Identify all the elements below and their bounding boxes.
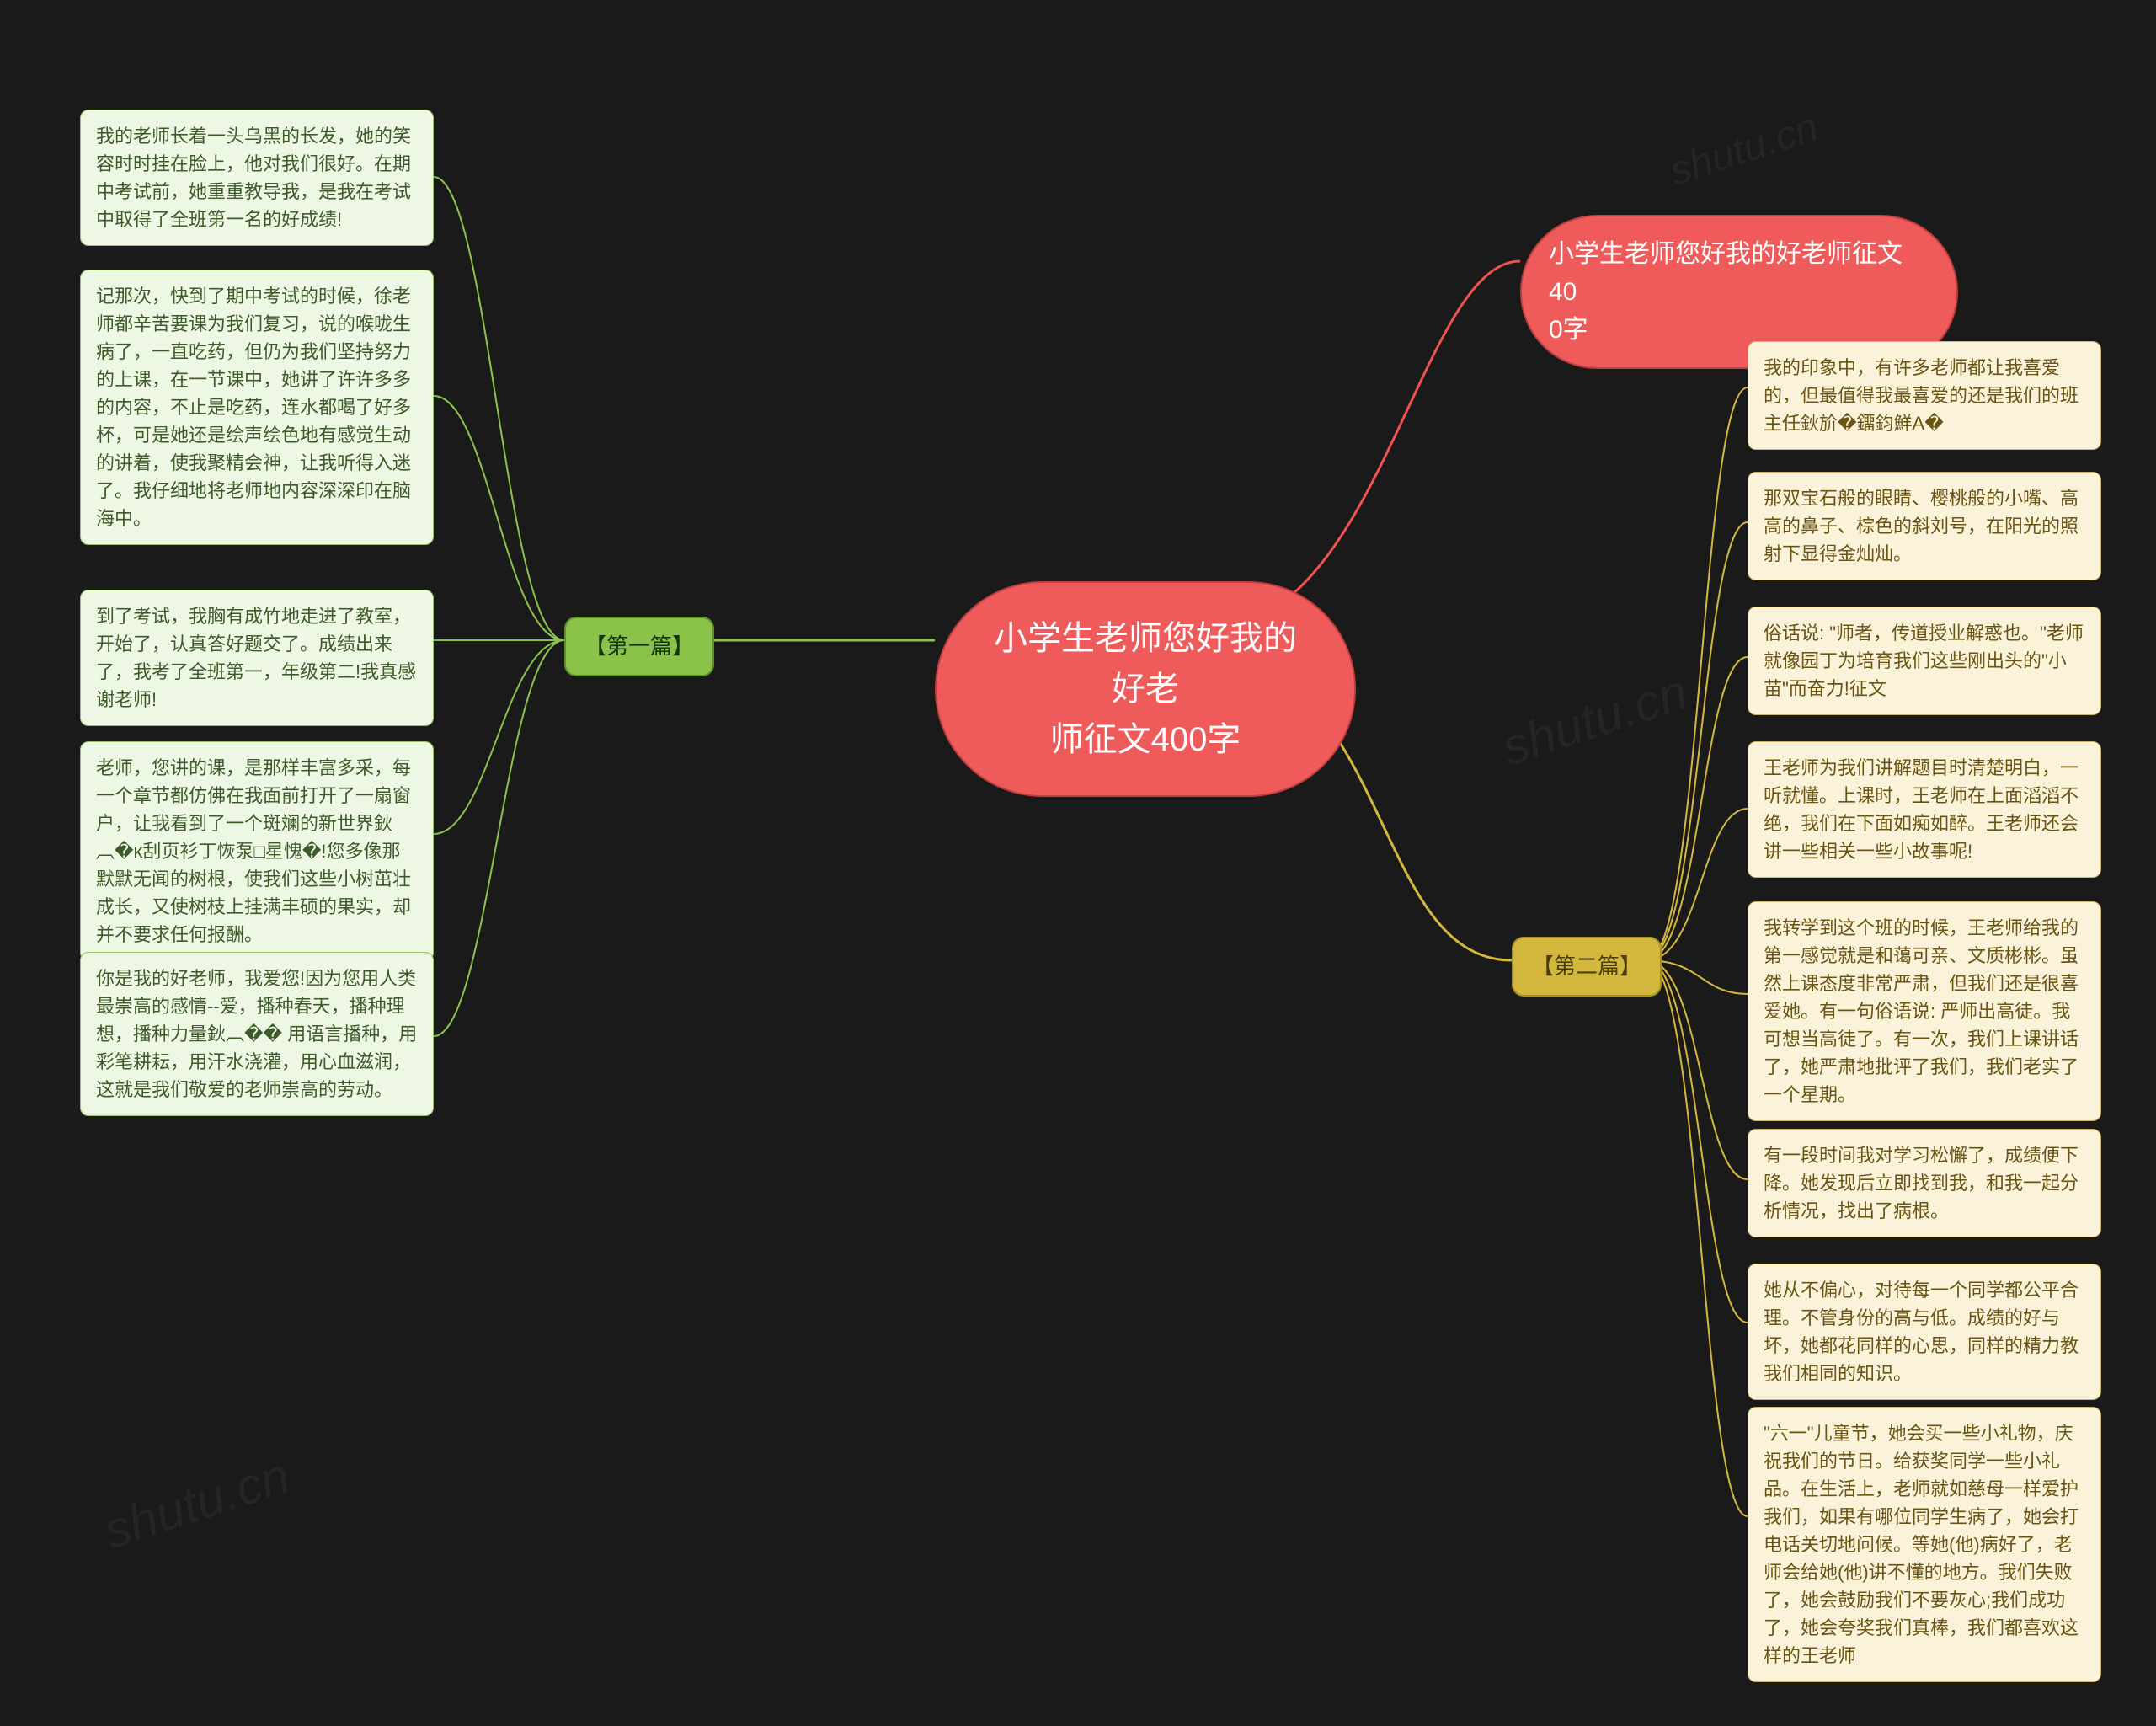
leaf-right-8[interactable]: "六一"儿童节，她会买一些小礼物，庆祝我们的节日。给获奖同学一些小礼品。在生活上… xyxy=(1748,1407,2101,1682)
leaf-right-1[interactable]: 我的印象中，有许多老师都让我喜爱的，但最值得我最喜爱的还是我们的班主任鈥斺�鐂鈞… xyxy=(1748,341,2101,450)
leaf-right-7[interactable]: 她从不偏心，对待每一个同学都公平合理。不管身份的高与低。成绩的好与坏，她都花同样… xyxy=(1748,1264,2101,1400)
leaf-right-6[interactable]: 有一段时间我对学习松懈了，成绩便下降。她发现后立即找到我，和我一起分析情况，找出… xyxy=(1748,1129,2101,1237)
mindmap-canvas: shutu.cn shutu.cn shutu.cn 小学生老师您好我的好老 师… xyxy=(0,0,2156,1726)
leaf-left-1[interactable]: 我的老师长着一头乌黑的长发，她的笑容时时挂在脸上，他对我们很好。在期中考试前，她… xyxy=(80,110,434,246)
leaf-right-5[interactable]: 我转学到这个班的时候，王老师给我的第一感觉就是和蔼可亲、文质彬彬。虽然上课态度非… xyxy=(1748,901,2101,1121)
leaf-right-2[interactable]: 那双宝石般的眼睛、樱桃般的小嘴、高高的鼻子、棕色的斜刘号，在阳光的照射下显得金灿… xyxy=(1748,472,2101,580)
leaf-left-2[interactable]: 记那次，快到了期中考试的时候，徐老师都辛苦要课为我们复习，说的喉咙生病了，一直吃… xyxy=(80,270,434,545)
watermark: shutu.cn xyxy=(1664,104,1824,195)
leaf-right-3[interactable]: 俗话说: "师者，传道授业解惑也。"老师就像园丁为培育我们这些刚出头的"小苗"而… xyxy=(1748,607,2101,715)
watermark: shutu.cn xyxy=(1495,663,1694,778)
subnode-essay2[interactable]: 【第二篇】 xyxy=(1512,937,1662,997)
subnode-essay1[interactable]: 【第一篇】 xyxy=(564,617,714,676)
root-node[interactable]: 小学生老师您好我的好老 师征文400字 xyxy=(935,581,1356,797)
leaf-left-5[interactable]: 你是我的好老师，我爱您!因为您用人类最崇高的感情--爱，播种春天，播种理想，播种… xyxy=(80,952,434,1116)
leaf-left-4[interactable]: 老师，您讲的课，是那样丰富多采，每一个章节都仿佛在我面前打开了一扇窗户，让我看到… xyxy=(80,741,434,961)
watermark: shutu.cn xyxy=(97,1446,296,1561)
leaf-left-3[interactable]: 到了考试，我胸有成竹地走进了教室，开始了，认真答好题交了。成绩出来了，我考了全班… xyxy=(80,590,434,726)
leaf-right-4[interactable]: 王老师为我们讲解题目时清楚明白，一听就懂。上课时，王老师在上面滔滔不绝，我们在下… xyxy=(1748,741,2101,878)
